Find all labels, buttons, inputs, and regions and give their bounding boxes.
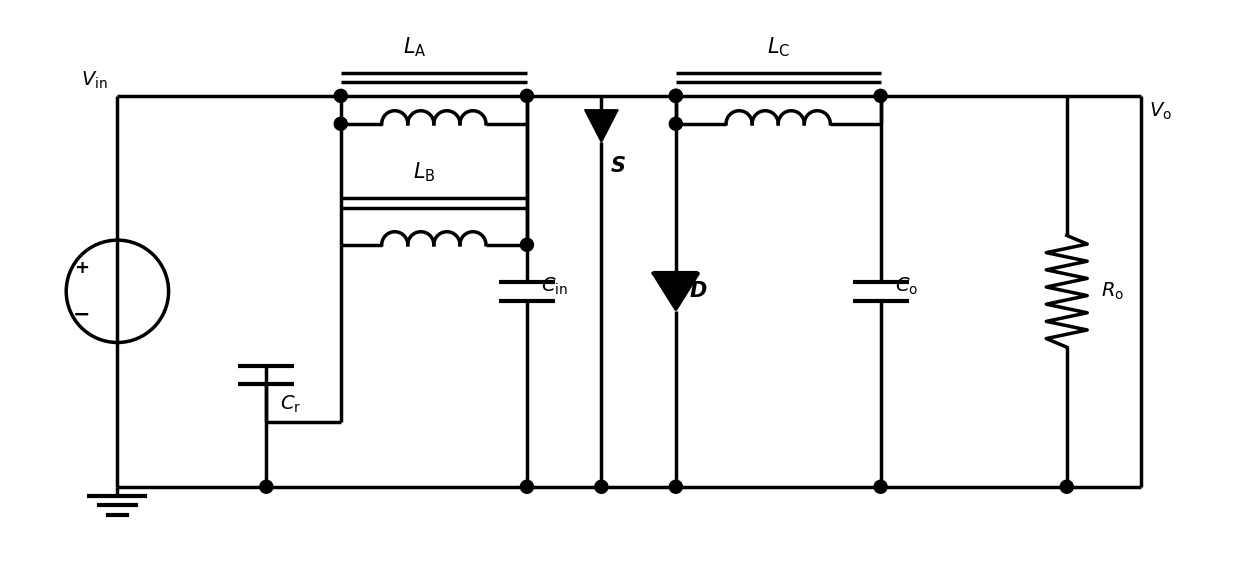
Text: −: −: [73, 305, 91, 324]
Text: $C_{\mathrm{r}}$: $C_{\mathrm{r}}$: [280, 394, 301, 415]
Circle shape: [670, 481, 682, 494]
Circle shape: [335, 117, 347, 130]
Circle shape: [670, 117, 682, 130]
Circle shape: [874, 481, 887, 494]
Circle shape: [335, 89, 347, 103]
Circle shape: [260, 481, 273, 494]
Text: $V_{\mathrm{in}}$: $V_{\mathrm{in}}$: [82, 70, 108, 91]
Circle shape: [521, 89, 533, 103]
Text: $V_{\mathrm{o}}$: $V_{\mathrm{o}}$: [1148, 100, 1172, 122]
Text: $L_{\mathrm{B}}$: $L_{\mathrm{B}}$: [413, 161, 435, 184]
Circle shape: [1060, 481, 1074, 494]
Text: $C_{\mathrm{o}}$: $C_{\mathrm{o}}$: [894, 276, 918, 297]
Text: +: +: [74, 259, 89, 277]
Circle shape: [670, 89, 682, 103]
Circle shape: [521, 238, 533, 252]
Text: S: S: [610, 156, 626, 177]
Circle shape: [874, 89, 887, 103]
Polygon shape: [653, 274, 698, 309]
Text: $L_{\mathrm{C}}$: $L_{\mathrm{C}}$: [766, 35, 790, 59]
Text: $R_{\mathrm{o}}$: $R_{\mathrm{o}}$: [1101, 281, 1125, 302]
Text: D: D: [689, 281, 707, 301]
Circle shape: [595, 481, 608, 494]
Text: $C_{\mathrm{in}}$: $C_{\mathrm{in}}$: [541, 276, 568, 297]
Circle shape: [670, 89, 682, 103]
Text: $L_{\mathrm{A}}$: $L_{\mathrm{A}}$: [403, 35, 427, 59]
Polygon shape: [584, 110, 618, 142]
Circle shape: [521, 481, 533, 494]
